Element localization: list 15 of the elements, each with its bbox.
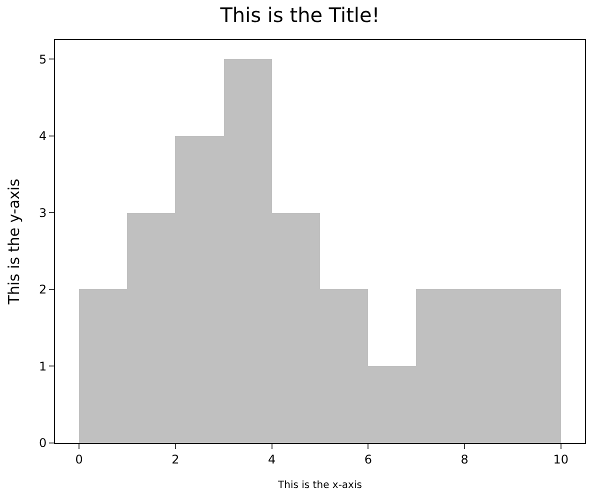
- y-tick-label: 0: [38, 436, 47, 450]
- x-tick-label: 10: [553, 452, 569, 466]
- y-tick-label: 4: [38, 129, 47, 144]
- x-tick-label: 0: [75, 452, 83, 466]
- y-tick-label: 2: [38, 282, 47, 297]
- x-axis-title: This is the x-axis: [277, 480, 362, 491]
- y-axis-title: This is the y-axis: [5, 178, 24, 306]
- x-tick-label: 2: [172, 452, 180, 466]
- chart-title: This is the Title!: [219, 3, 380, 27]
- y-tick-label: 5: [38, 52, 47, 66]
- x-tick-label: 6: [364, 452, 372, 466]
- y-tick-label: 3: [38, 206, 47, 220]
- x-tick-label: 4: [268, 452, 276, 466]
- x-tick-label: 8: [460, 452, 468, 466]
- y-tick-label: 1: [38, 359, 47, 374]
